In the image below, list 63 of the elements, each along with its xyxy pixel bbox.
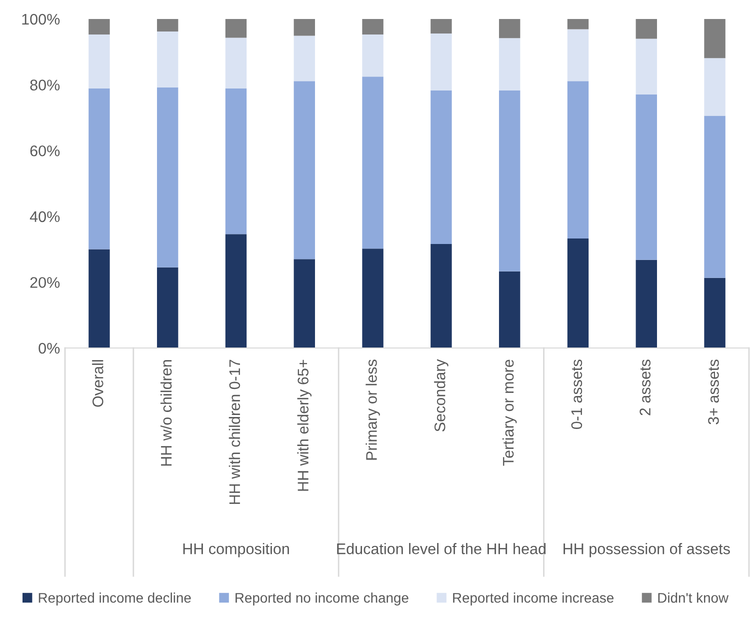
legend-label: Reported income increase bbox=[453, 592, 614, 606]
bar bbox=[225, 234, 247, 348]
bar bbox=[362, 248, 384, 348]
x-tick-label: Overall bbox=[92, 360, 104, 407]
y-tick-label: 40% bbox=[30, 211, 60, 222]
legend-label: Reported income decline bbox=[38, 592, 191, 606]
bar bbox=[88, 19, 110, 34]
legend-label: Reported no income change bbox=[236, 592, 408, 606]
bar bbox=[88, 249, 110, 348]
y-tick-label: 0% bbox=[38, 342, 60, 354]
x-tick-label: HH w/o children bbox=[160, 360, 172, 466]
x-tick-label: HH with elderly 65+ bbox=[297, 360, 312, 491]
y-tick-label: 20% bbox=[30, 277, 60, 288]
bar bbox=[225, 88, 247, 234]
bar bbox=[704, 278, 726, 348]
bar bbox=[294, 259, 315, 348]
x-tick-label: Tertiary or more bbox=[502, 360, 517, 466]
bar bbox=[157, 19, 178, 32]
x-tick-label: 3+ assets bbox=[708, 360, 719, 424]
bar bbox=[704, 116, 726, 278]
bar bbox=[157, 87, 178, 268]
bar bbox=[704, 19, 726, 58]
bar bbox=[88, 88, 110, 250]
bar bbox=[636, 19, 657, 39]
x-tick-label: 2 assets bbox=[640, 360, 650, 416]
bar bbox=[157, 267, 178, 348]
x-tick-label: Secondary bbox=[434, 359, 448, 432]
y-tick-label: 100% bbox=[22, 14, 60, 25]
y-tick-label: 60% bbox=[30, 145, 60, 156]
bar bbox=[567, 81, 589, 238]
bar bbox=[294, 36, 315, 82]
bar bbox=[362, 76, 384, 249]
legend-label: Didn't know bbox=[658, 592, 729, 603]
bar bbox=[636, 38, 657, 94]
x-tick-label: Primary or less bbox=[366, 360, 380, 460]
bar bbox=[499, 271, 520, 348]
bar bbox=[430, 90, 452, 244]
bar bbox=[225, 19, 247, 38]
bar bbox=[362, 34, 384, 77]
bar bbox=[88, 34, 110, 88]
bar bbox=[430, 33, 452, 90]
bar bbox=[636, 260, 657, 348]
bar bbox=[362, 19, 384, 34]
bar bbox=[636, 94, 657, 260]
text: HH possession of assets bbox=[564, 543, 730, 558]
bar bbox=[567, 238, 589, 348]
x-tick-label: 0-1 assets bbox=[571, 360, 582, 429]
bar bbox=[567, 29, 589, 82]
bar bbox=[567, 19, 589, 30]
bar bbox=[704, 58, 726, 116]
bar bbox=[499, 90, 520, 272]
bar bbox=[499, 38, 520, 90]
bar bbox=[430, 244, 452, 348]
x-tick-label: HH with children 0-17 bbox=[228, 360, 240, 504]
bar bbox=[294, 81, 315, 260]
bar bbox=[225, 38, 247, 88]
bar bbox=[499, 19, 520, 38]
text: HH composition bbox=[183, 543, 289, 558]
bar bbox=[294, 19, 315, 36]
y-tick-label: 80% bbox=[30, 80, 60, 90]
bar bbox=[157, 32, 178, 88]
text: Education level of the HH head bbox=[337, 543, 546, 554]
bar bbox=[430, 19, 452, 34]
